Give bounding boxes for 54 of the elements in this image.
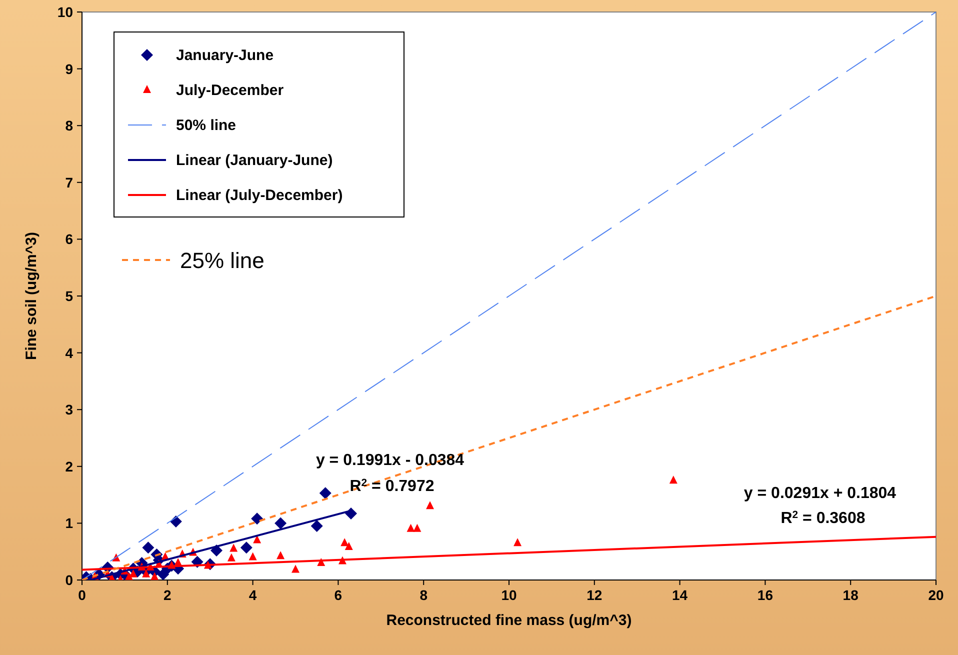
x-tick-label: 12 [586,587,602,603]
point [406,524,415,532]
y-tick-label: 8 [65,118,74,134]
point [157,568,170,580]
point [344,542,353,550]
y-tick-label: 7 [65,174,74,190]
x-tick-label: 14 [672,587,688,603]
x-tick-label: 4 [248,587,257,603]
annotation: R$^{2}$ = 0.3608 [780,510,866,527]
point [150,572,159,580]
y-tick-label: 0 [65,572,74,588]
y-tick-label: 1 [65,515,74,532]
x-axis-title: Reconstructed fine mass (ug/m^3) [386,612,632,629]
point [274,517,287,530]
legend-label: 25% line [180,248,264,273]
y-tick-label: 4 [65,344,74,361]
point [227,553,236,562]
point [142,569,150,578]
point [240,542,252,554]
point [426,501,434,510]
point [276,551,285,560]
x-tick-label: 6 [334,587,342,603]
y-axis-title: Fine soil (ug/m^3) [23,232,40,360]
legend-label: Linear (July-December) [176,187,343,204]
x-tick-label: 18 [842,587,859,603]
point [124,572,133,580]
point [319,487,332,500]
point [340,538,349,546]
point [248,552,257,560]
legend-label: January-June [176,47,274,64]
x-tick-label: 0 [78,587,86,603]
y-tick-label: 2 [65,458,74,474]
point [292,564,300,573]
point [669,476,678,484]
point [310,520,323,532]
point [413,524,422,532]
x-tick-label: 8 [420,587,428,603]
y-tick-label: 3 [65,402,74,418]
point [251,512,264,525]
y-tick-label: 5 [65,288,74,304]
point [514,538,522,546]
annotation: y = 0.0291x + 0.1804 [744,485,896,502]
y-tick-label: 9 [65,60,74,77]
x-tick-label: 2 [164,587,172,603]
x-tick-label: 10 [501,587,517,603]
point [142,542,154,554]
legend-label: Linear (January-June) [176,152,333,169]
x-tick-label: 20 [928,587,944,603]
y-tick-label: 6 [65,231,74,248]
y-tick-label: 10 [57,4,74,20]
point [230,544,238,552]
x-tick-label: 16 [757,587,774,603]
legend-label: 50% line [176,117,236,134]
legend-label: July-December [176,82,284,99]
